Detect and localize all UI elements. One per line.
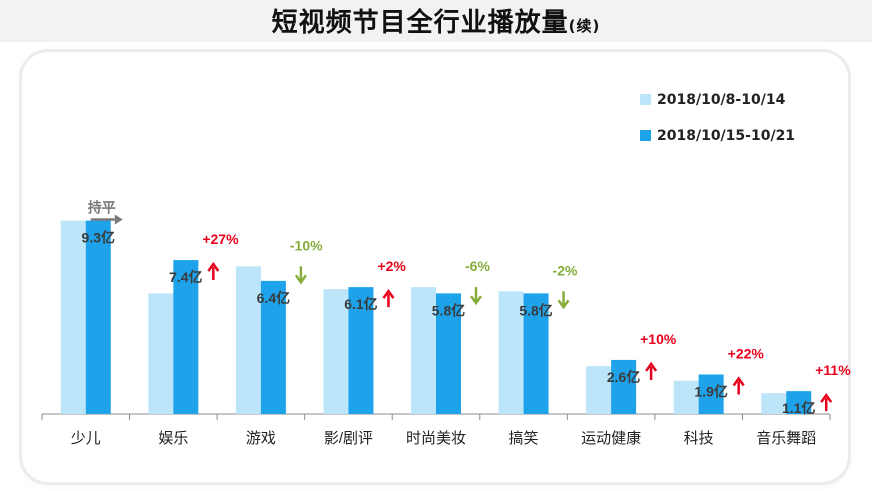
x-tick-label: 少儿: [71, 430, 101, 447]
legend-swatch-series-1: [640, 94, 651, 105]
change-label: -2%: [553, 262, 578, 278]
chart-title-main: 短视频节目全行业播放量: [271, 8, 569, 38]
data-label: 6.1亿: [344, 296, 377, 312]
up-arrowhead-icon: [732, 376, 745, 387]
bar-series-2: [173, 260, 199, 414]
x-tick-label: 搞笑: [509, 430, 539, 447]
bar-series-2: [698, 374, 724, 414]
x-tick-label: 音乐舞蹈: [756, 430, 816, 447]
x-tick-label: 影/剧评: [324, 430, 373, 447]
bar-series-2: [85, 220, 111, 414]
bar-series-1: [673, 380, 699, 414]
x-tick-label: 科技: [684, 430, 714, 447]
bar-series-1: [586, 366, 612, 414]
data-label: 6.4亿: [257, 290, 290, 306]
data-label: 5.8亿: [519, 302, 552, 318]
chart-title: 短视频节目全行业播放量(续): [0, 2, 872, 39]
change-label: +27%: [202, 231, 239, 247]
change-label: +22%: [728, 345, 765, 361]
bar-series-2: [436, 293, 461, 414]
flat-arrowhead-icon: [114, 214, 123, 225]
x-tick-label: 游戏: [246, 430, 276, 447]
bar-series-1: [761, 393, 787, 414]
legend-item-series-2: 2018/10/15-10/21: [640, 128, 795, 144]
data-label: 7.4亿: [169, 269, 202, 285]
change-label: 持平: [88, 200, 116, 216]
data-label: 1.9亿: [694, 383, 727, 399]
change-label: -6%: [465, 258, 490, 274]
bar-series-1: [60, 220, 86, 414]
bar-series-1: [148, 293, 174, 414]
up-arrowhead-icon: [820, 392, 833, 403]
bar-series-2: [611, 359, 637, 414]
bar-series-1: [323, 289, 349, 414]
legend-label-series-1: 2018/10/8-10/14: [657, 92, 786, 108]
bar-series-2: [260, 280, 286, 414]
x-tick-label: 时尚美妆: [406, 430, 466, 447]
up-arrowhead-icon: [382, 288, 395, 299]
down-arrowhead-icon: [294, 274, 307, 285]
data-label: 5.8亿: [432, 302, 465, 318]
down-arrowhead-icon: [557, 299, 570, 310]
chart-title-suffix: (续): [568, 17, 601, 35]
data-label: 1.1亿: [782, 400, 815, 416]
bar-series-1: [411, 287, 436, 414]
x-tick-label: 娱乐: [158, 430, 188, 447]
up-arrowhead-icon: [645, 361, 658, 372]
x-tick-label: 运动健康: [581, 430, 641, 447]
legend-item-series-1: 2018/10/8-10/14: [640, 92, 785, 108]
legend-label-series-2: 2018/10/15-10/21: [657, 128, 796, 144]
bar-series-1: [498, 291, 524, 414]
bar-series-2: [523, 293, 549, 414]
change-label: -10%: [290, 237, 323, 253]
title-band: [0, 0, 872, 42]
data-label: 2.6亿: [607, 369, 640, 385]
change-label: +10%: [640, 331, 677, 347]
bar-series-2: [786, 391, 812, 414]
bar-series-2: [348, 287, 374, 414]
data-label: 9.3亿: [82, 230, 115, 246]
bar-series-1: [235, 266, 261, 414]
change-label: +2%: [377, 258, 406, 274]
up-arrowhead-icon: [207, 261, 220, 272]
down-arrowhead-icon: [469, 295, 483, 306]
change-label: +11%: [815, 362, 851, 378]
legend-swatch-series-2: [640, 130, 651, 141]
